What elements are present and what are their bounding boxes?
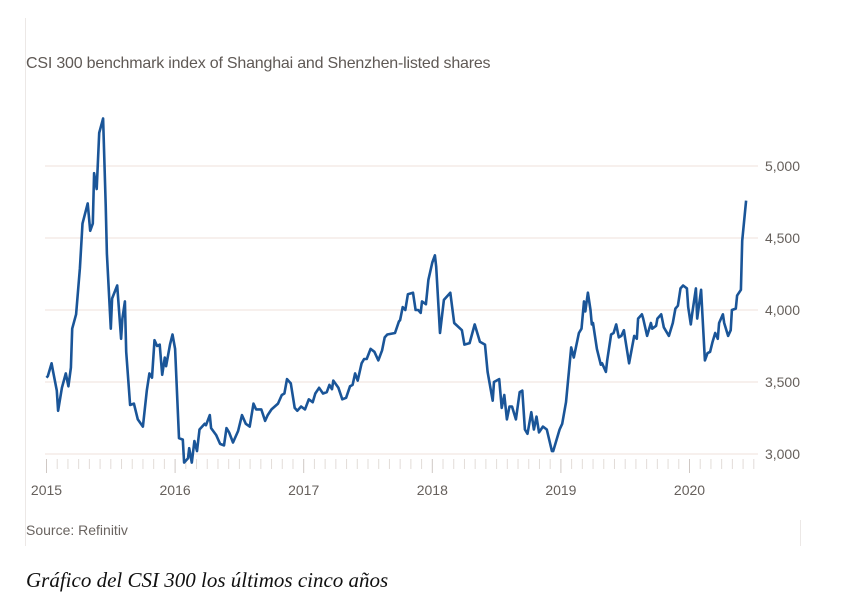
frame-left-border <box>25 18 26 546</box>
x-tick-label: 2017 <box>288 482 319 498</box>
y-tick-label: 4,500 <box>765 230 800 246</box>
y-axis: 3,000 3,500 4,000 4,500 5,000 <box>765 158 800 462</box>
figure-caption: Gráfico del CSI 300 los últimos cinco añ… <box>26 568 389 592</box>
x-tick-label: 2020 <box>674 482 705 498</box>
x-axis: 2015 2016 2017 2018 2019 2020 <box>31 459 755 498</box>
source-note: Source: Refinitiv <box>26 522 128 538</box>
y-tick-label: 4,000 <box>765 302 800 318</box>
x-tick-label: 2015 <box>31 482 62 498</box>
series-line <box>45 117 748 464</box>
chart-title: CSI 300 benchmark index of Shanghai and … <box>26 55 491 72</box>
gridlines <box>45 165 758 455</box>
x-tick-label: 2018 <box>417 482 448 498</box>
frame-right-border <box>800 520 801 546</box>
plot-area <box>45 117 748 464</box>
y-tick-label: 3,500 <box>765 374 800 390</box>
y-tick-label: 5,000 <box>765 158 800 174</box>
x-tick-label: 2016 <box>160 482 191 498</box>
y-tick-label: 3,000 <box>765 446 800 462</box>
x-tick-label: 2019 <box>545 482 576 498</box>
